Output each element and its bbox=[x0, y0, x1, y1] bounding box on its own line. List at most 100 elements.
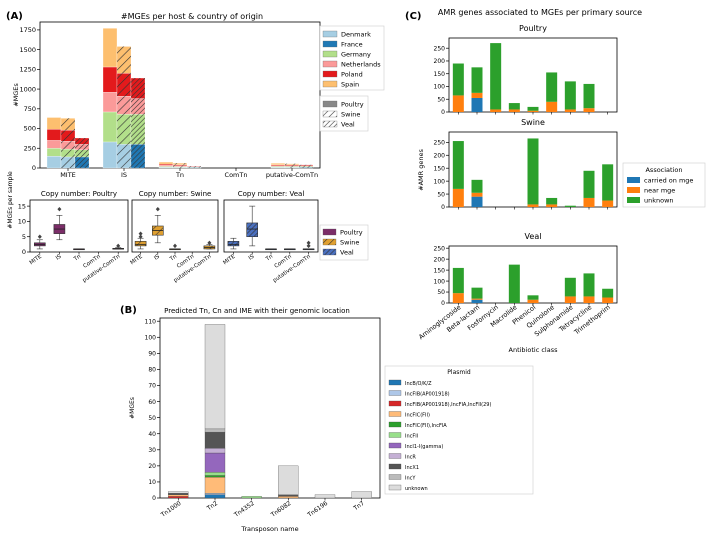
chart-a-xtick-label: MITE bbox=[60, 171, 76, 179]
chart-b-bar-segment bbox=[204, 476, 226, 494]
chart-c-bar-segment bbox=[564, 81, 576, 110]
chart-c-bar-segment bbox=[471, 97, 483, 112]
chart-b-bar-segment bbox=[204, 428, 226, 433]
chart-a-ylabel: #MGEs bbox=[12, 83, 20, 107]
chart-b-bar-segment bbox=[168, 494, 189, 497]
chart-b-legend-label: IncX1 bbox=[405, 465, 419, 471]
chart-c-bar-segment bbox=[602, 164, 614, 201]
chart-c-ytick-label: 150 bbox=[434, 267, 446, 274]
chart-a-box-hatch bbox=[246, 222, 258, 237]
chart-a-legend-host-label: Veal bbox=[341, 121, 355, 129]
chart-a-bar-hatch bbox=[285, 166, 299, 168]
chart-a-bar-segment bbox=[102, 92, 118, 113]
chart-c-ytick-label: 0 bbox=[441, 109, 445, 116]
chart-a-box-xtick-label: IS bbox=[153, 253, 161, 261]
chart-c-bar-segment bbox=[452, 293, 464, 303]
chart-c-xlabel: Antibiotic class bbox=[509, 346, 559, 354]
chart-c-bar-segment bbox=[583, 170, 595, 198]
chart-c-bar-segment bbox=[564, 277, 576, 297]
chart-a-bar-segment bbox=[102, 28, 118, 68]
chart-a-box-hatch bbox=[284, 248, 296, 250]
chart-c-bar-segment bbox=[508, 109, 520, 112]
chart-a-box-outlier bbox=[138, 234, 143, 239]
chart-c-bar-segment bbox=[564, 109, 576, 112]
chart-c-ytick-label: 200 bbox=[434, 256, 446, 263]
chart-b-xtick-label: Tn4352 bbox=[232, 500, 256, 519]
chart-a-bar-segment bbox=[46, 148, 62, 157]
chart-c-bar-segment bbox=[471, 298, 483, 300]
chart-a-bar-hatch bbox=[61, 141, 75, 150]
chart-b-bar-segment bbox=[278, 496, 299, 499]
chart-b-legend-swatch bbox=[388, 411, 402, 417]
chart-b-bar-segment bbox=[351, 491, 372, 499]
chart-a-box-xtick-label: IS bbox=[248, 253, 256, 261]
chart-c-ytick-label: 0 bbox=[441, 300, 445, 307]
chart-a-box-outlier bbox=[116, 243, 121, 249]
chart-c-ytick-label: 200 bbox=[434, 152, 446, 159]
chart-a-bar-hatch bbox=[285, 167, 299, 168]
chart-c-bar-segment bbox=[508, 264, 520, 303]
chart-b-bar-segment bbox=[204, 494, 226, 499]
panel-label-b: (B) bbox=[120, 305, 137, 316]
chart-b-bar-segment bbox=[204, 431, 226, 449]
chart-c-bar-segment bbox=[564, 205, 576, 207]
chart-a-bar-hatch bbox=[131, 78, 145, 99]
chart-a-bar-hatch bbox=[285, 164, 299, 166]
chart-c-bar-segment bbox=[527, 299, 539, 303]
chart-a-bar-hatch bbox=[75, 149, 89, 157]
chart-c-amr-genes: #AMR genes Poultry 0 50 100 150 200 250 Swine 0 50… bbox=[417, 24, 706, 354]
chart-b-legend-label: IncFII bbox=[405, 434, 418, 440]
chart-a-bar-hatch bbox=[299, 165, 313, 167]
chart-c-bar-segment bbox=[546, 197, 558, 205]
chart-a-ytick-label: 250 bbox=[24, 144, 36, 152]
chart-a-box-ytick-label: 10 bbox=[18, 218, 26, 226]
chart-a-legend-label: Germany bbox=[341, 51, 371, 59]
chart-a-bar-hatch bbox=[75, 138, 89, 145]
chart-a-bar-segment bbox=[102, 141, 118, 169]
chart-c-bar-segment bbox=[471, 196, 483, 207]
chart-a-legend-label: Spain bbox=[341, 81, 359, 89]
chart-c-bar-segment bbox=[602, 288, 614, 298]
chart-a-bar-hatch bbox=[117, 73, 131, 97]
chart-b-ytick-label: 80 bbox=[148, 367, 156, 374]
chart-a-legend-label: France bbox=[341, 41, 363, 49]
chart-a-bar-segment bbox=[158, 165, 174, 167]
chart-b-legend-label: IncFIC(FII) bbox=[405, 413, 430, 419]
chart-a-bar-hatch bbox=[117, 46, 131, 74]
chart-b-legend-label: IncFIC(FII),IncFIA bbox=[405, 423, 447, 429]
chart-c-legend-swatch bbox=[627, 177, 640, 183]
chart-a-ytick-label: 1750 bbox=[19, 26, 36, 34]
chart-a-xtick-label: putative-ComTn bbox=[266, 171, 318, 179]
chart-a-box-xtick-label: MITE bbox=[129, 253, 144, 266]
chart-b-bar-segment bbox=[204, 475, 226, 478]
chart-c-bar-segment bbox=[527, 106, 539, 111]
chart-a-bar-segment bbox=[46, 117, 62, 130]
chart-c-ytick-label: 50 bbox=[437, 191, 445, 198]
chart-c-panel-title: Poultry bbox=[519, 24, 547, 33]
chart-c-bar-segment bbox=[564, 296, 576, 303]
chart-a-bar-hatch bbox=[173, 165, 187, 167]
chart-a-legend-swatch bbox=[322, 80, 338, 88]
chart-a-legend-swatch bbox=[322, 50, 338, 58]
chart-a-ytick-label: 0 bbox=[32, 164, 36, 172]
chart-b-legend-label: IncFIB(AP001918),IncFIA,IncFII(29) bbox=[405, 402, 491, 408]
chart-a-box-hatch bbox=[135, 241, 147, 246]
chart-c-ytick-label: 250 bbox=[434, 45, 446, 52]
chart-b-axes-frame bbox=[159, 317, 381, 499]
chart-c-ylabel: #AMR genes bbox=[417, 149, 425, 191]
chart-a-bar-hatch bbox=[173, 163, 187, 165]
chart-b-bar-segment bbox=[204, 324, 226, 430]
chart-a-box-legend-hatch bbox=[323, 239, 336, 245]
chart-a-bar-hatch bbox=[61, 130, 75, 142]
chart-a-ytick-label: 1000 bbox=[19, 85, 36, 93]
chart-b-ytick-label: 90 bbox=[148, 351, 156, 358]
chart-a-legend-countries: Denmark France Germany Netherlands Poland Spa… bbox=[319, 25, 385, 91]
chart-b-ylabel: #MGEs bbox=[129, 397, 136, 419]
chart-c-bar-segment bbox=[452, 188, 464, 207]
chart-b-ytick-label: 60 bbox=[148, 399, 156, 406]
chart-a-bar-hatch bbox=[173, 167, 187, 168]
chart-c-legend-swatch bbox=[627, 187, 640, 193]
chart-b-legend-swatch bbox=[388, 474, 402, 480]
chart-a-xtick-label: Tn bbox=[175, 171, 184, 179]
